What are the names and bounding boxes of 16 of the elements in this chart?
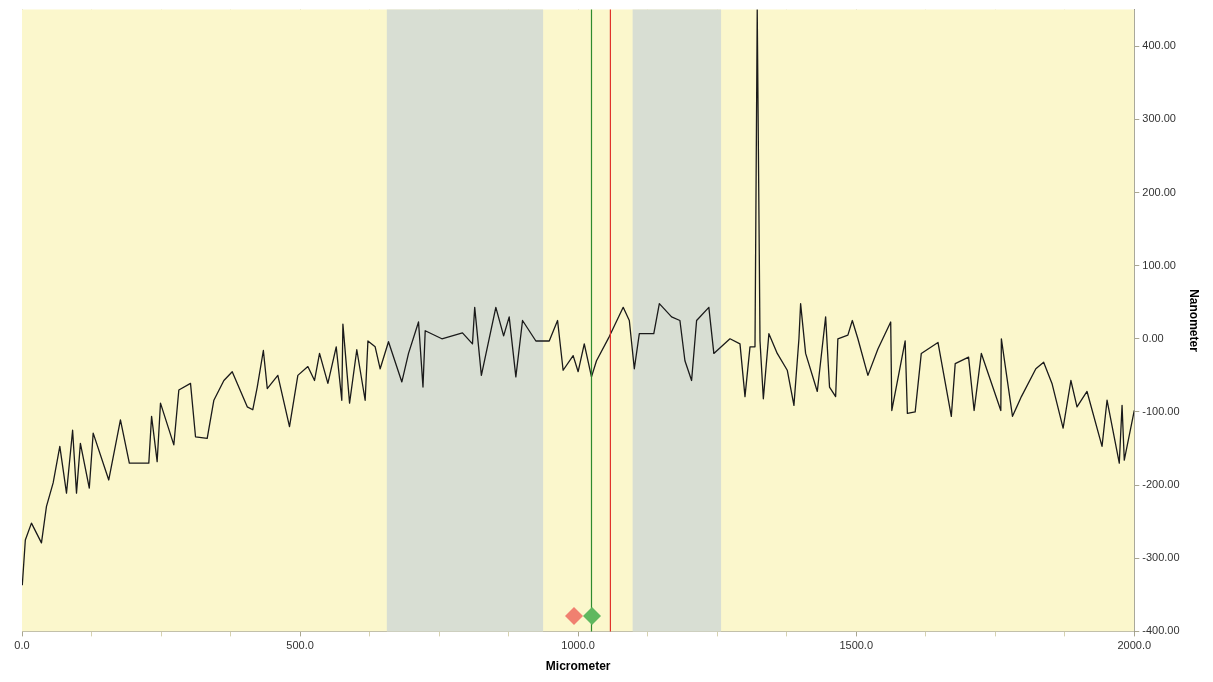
y-tick-label: 0.00 (1142, 331, 1164, 344)
y-tick-label: 100.00 (1142, 258, 1176, 271)
y-axis-title: Nanometer (1187, 289, 1202, 353)
x-tick-label: 0.0 (14, 639, 30, 652)
x-tick-label: 500.0 (286, 639, 314, 652)
y-tick-label: 200.00 (1142, 185, 1176, 198)
x-tick-label: 2000.0 (1117, 639, 1152, 652)
x-tick-label: 1000.0 (561, 639, 595, 652)
y-tick-label: 400.00 (1142, 39, 1176, 52)
y-tick-label: 300.00 (1142, 112, 1176, 125)
y-tick-label: -300.00 (1142, 551, 1180, 564)
y-tick-label: -100.00 (1142, 404, 1180, 417)
x-tick-label: 1500.0 (839, 639, 874, 652)
y-tick-label: -400.00 (1142, 624, 1180, 637)
y-tick-label: -200.00 (1142, 478, 1180, 491)
x-axis-title: Micrometer (545, 659, 611, 674)
